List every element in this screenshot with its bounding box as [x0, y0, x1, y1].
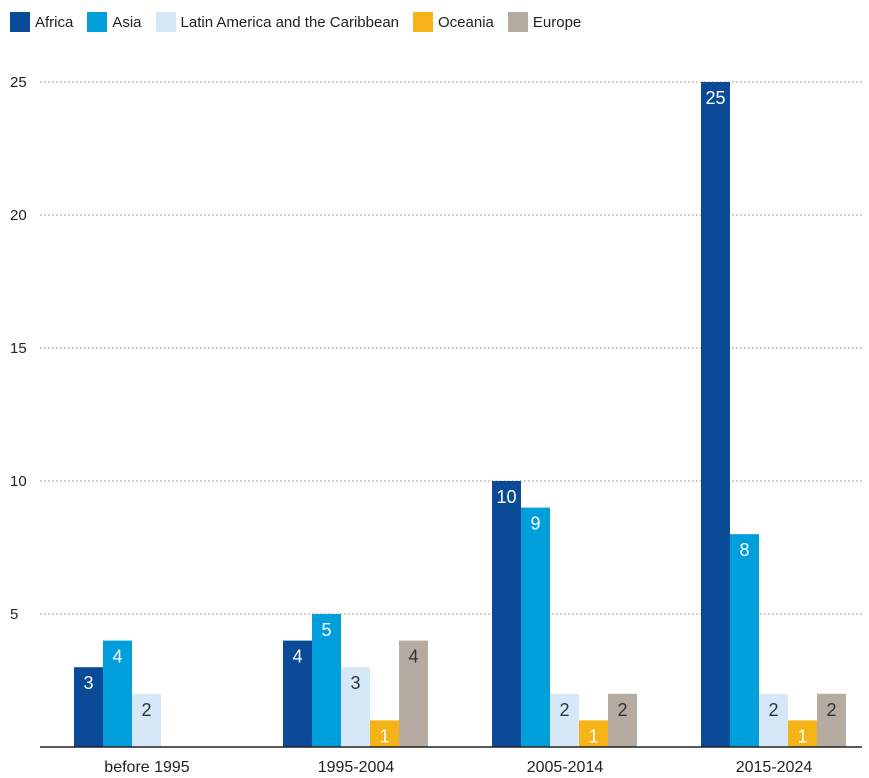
x-tick-label-2005-2014: 2005-2014 [527, 759, 604, 776]
legend-label-africa: Africa [35, 13, 74, 31]
data-label-asia-before-1995: 4 [112, 647, 122, 667]
legend-swatch-europe [507, 12, 528, 32]
x-tick-label-before-1995: before 1995 [104, 759, 190, 776]
legend-item-europe: Europe [507, 12, 582, 32]
bar-asia-2005-2014 [521, 507, 550, 747]
legend-label-europe: Europe [532, 13, 582, 31]
y-tick-label-10: 10 [10, 473, 27, 490]
data-label-latin-america-and-the-caribbean-1995-2004: 3 [350, 673, 360, 693]
data-label-europe-1995-2004: 4 [408, 647, 418, 667]
bar-latin-america-and-the-caribbean-before-1995 [132, 693, 161, 747]
data-label-latin-america-and-the-caribbean-2005-2014: 2 [559, 700, 569, 720]
x-tick-label-2015-2024: 2015-2024 [736, 759, 813, 776]
data-label-oceania-2015-2024: 1 [797, 726, 807, 746]
bar-latin-america-and-the-caribbean-1995-2004 [341, 667, 370, 747]
bar-europe-2005-2014 [608, 693, 637, 747]
x-tick-label-1995-2004: 1995-2004 [318, 759, 395, 776]
bar-europe-1995-2004 [399, 640, 428, 747]
bar-africa-2005-2014 [492, 481, 521, 747]
bar-oceania-2015-2024 [788, 720, 817, 747]
legend-swatch-asia [87, 12, 108, 32]
data-label-africa-before-1995: 3 [83, 673, 93, 693]
data-label-europe-2015-2024: 2 [826, 700, 836, 720]
data-label-oceania-1995-2004: 1 [379, 726, 389, 746]
legend-swatch-africa [10, 12, 30, 32]
legend-swatch-latin-america [155, 12, 176, 32]
legend-item-latin-america: Latin America and the Caribbean [155, 12, 400, 32]
data-label-latin-america-and-the-caribbean-2015-2024: 2 [768, 700, 778, 720]
y-tick-label-15: 15 [10, 340, 27, 357]
bar-europe-2015-2024 [817, 693, 846, 747]
bar-africa-before-1995 [74, 667, 103, 747]
data-label-latin-america-and-the-caribbean-before-1995: 2 [141, 700, 151, 720]
chart-legend: Africa Asia Latin America and the Caribb… [10, 12, 595, 32]
bar-oceania-2005-2014 [579, 720, 608, 747]
legend-label-asia: Asia [112, 13, 142, 31]
legend-item-oceania: Oceania [413, 12, 494, 32]
data-label-oceania-2005-2014: 1 [588, 726, 598, 746]
bar-oceania-1995-2004 [370, 720, 399, 747]
legend-item-africa: Africa [10, 12, 73, 32]
legend-item-asia: Asia [87, 12, 142, 32]
bar-asia-before-1995 [103, 640, 132, 747]
bar-latin-america-and-the-caribbean-2015-2024 [759, 693, 788, 747]
bar-africa-2015-2024 [701, 82, 730, 747]
data-label-africa-1995-2004: 4 [292, 647, 302, 667]
data-label-africa-2015-2024: 25 [705, 88, 725, 108]
data-label-asia-1995-2004: 5 [321, 620, 331, 640]
legend-label-oceania: Oceania [438, 13, 494, 31]
data-label-europe-2005-2014: 2 [617, 700, 627, 720]
bar-asia-1995-2004 [312, 614, 341, 747]
legend-swatch-oceania [413, 12, 434, 32]
legend-label-latin-america: Latin America and the Caribbean [180, 13, 400, 31]
data-label-asia-2015-2024: 8 [739, 540, 749, 560]
bar-asia-2015-2024 [730, 534, 759, 747]
bar-africa-1995-2004 [283, 640, 312, 747]
data-label-asia-2005-2014: 9 [530, 514, 540, 534]
y-tick-label-25: 25 [10, 74, 27, 91]
y-tick-label-20: 20 [10, 207, 27, 224]
bar-latin-america-and-the-caribbean-2005-2014 [550, 693, 579, 747]
y-tick-label-5: 5 [10, 606, 18, 623]
data-label-africa-2005-2014: 10 [496, 487, 516, 507]
